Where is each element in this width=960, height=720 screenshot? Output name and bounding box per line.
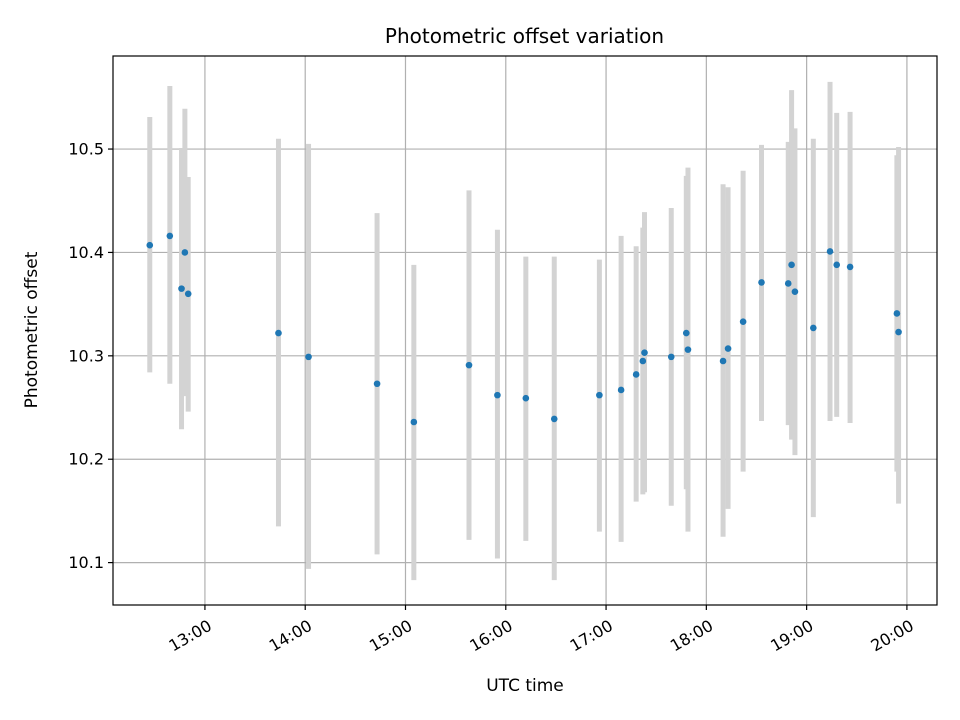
data-point xyxy=(166,232,174,240)
data-point xyxy=(826,248,834,255)
chart-title: Photometric offset variation xyxy=(385,24,664,48)
data-point xyxy=(758,279,765,286)
point-layer xyxy=(146,232,902,426)
data-point xyxy=(893,310,901,317)
data-point xyxy=(639,357,647,365)
y-tick-label: 10.3 xyxy=(68,346,104,365)
data-point xyxy=(739,318,747,326)
data-point xyxy=(184,290,192,298)
data-point xyxy=(784,280,792,287)
data-point xyxy=(788,261,795,269)
data-point xyxy=(791,288,799,296)
data-point xyxy=(641,349,648,357)
data-point xyxy=(550,415,558,423)
data-point xyxy=(682,329,690,337)
data-point xyxy=(684,346,692,353)
y-tick-label: 10.1 xyxy=(68,553,104,572)
data-point xyxy=(596,391,603,399)
data-point xyxy=(146,241,154,249)
data-point xyxy=(724,345,732,352)
data-point xyxy=(810,324,817,332)
data-point xyxy=(522,394,530,402)
data-point xyxy=(373,380,381,388)
data-point xyxy=(305,353,312,361)
grid-layer xyxy=(113,56,937,605)
y-tick-label: 10.2 xyxy=(68,450,104,469)
plot-frame xyxy=(112,55,938,606)
y-axis-label: Photometric offset xyxy=(22,251,42,408)
data-point xyxy=(275,329,282,337)
data-point xyxy=(617,386,625,394)
data-point xyxy=(178,285,185,292)
data-point xyxy=(465,361,473,369)
data-point xyxy=(494,391,501,399)
data-point xyxy=(410,418,418,426)
x-axis-label: UTC time xyxy=(486,676,564,696)
data-point xyxy=(895,328,902,336)
y-tick-label: 10.4 xyxy=(68,243,104,262)
data-point xyxy=(667,353,675,361)
data-point xyxy=(181,249,189,256)
data-point xyxy=(719,357,727,365)
data-point xyxy=(632,371,640,378)
y-tick-label: 10.5 xyxy=(68,140,104,159)
data-point xyxy=(833,261,841,269)
data-point xyxy=(846,263,854,271)
